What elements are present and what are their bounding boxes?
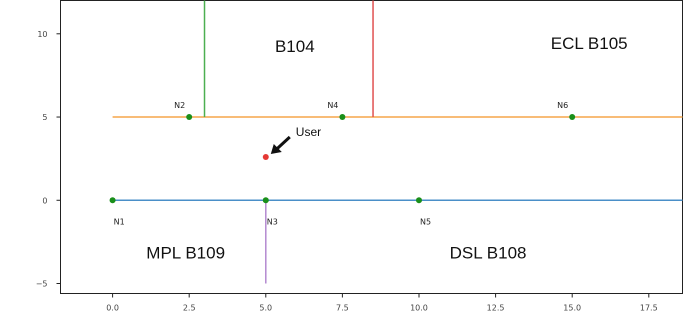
x-tick-label: 5.0: [259, 304, 272, 313]
x-tick-label: 0.0: [106, 304, 119, 313]
node-point-n4: [339, 114, 346, 121]
y-tick-label: −5: [36, 280, 48, 289]
room-label-mpl-b109: MPL B109: [146, 244, 225, 263]
room-label-dsl-b108: DSL B108: [450, 244, 527, 263]
room-label-b104: B104: [275, 37, 315, 56]
rooms-layer: B104 ECL B105 MPL B109 DSL B108: [146, 34, 627, 263]
x-tick-label: 17.5: [640, 304, 658, 313]
y-tick-label: 0: [42, 196, 47, 205]
node-label-n4: N4: [327, 101, 338, 110]
plot-area-frame: [60, 0, 683, 294]
user-layer: User: [262, 125, 321, 160]
node-label-n3: N3: [267, 217, 278, 226]
node-label-n6: N6: [557, 101, 568, 110]
node-label-n1: N1: [114, 217, 125, 226]
user-arrow-shaft: [275, 135, 291, 151]
x-tick-label: 15.0: [563, 304, 581, 313]
room-label-ecl-b105: ECL B105: [551, 34, 628, 53]
user-arrow-head: [270, 143, 282, 154]
x-tick-label: 12.5: [487, 304, 505, 313]
node-point-n6: [569, 114, 576, 121]
x-tick-label: 10.0: [410, 304, 428, 313]
node-label-n2: N2: [174, 101, 185, 110]
node-point-n5: [415, 197, 422, 204]
nodes-layer: N1 N2 N3 N4 N5 N6: [109, 101, 576, 226]
y-tick-label: 10: [37, 30, 47, 39]
y-tick-label: 5: [42, 113, 47, 122]
node-label-n5: N5: [420, 217, 431, 226]
user-point: [262, 153, 269, 160]
node-point-n2: [186, 114, 193, 121]
user-label: User: [296, 125, 321, 139]
x-tick-label: 2.5: [183, 304, 196, 313]
segments-layer: [112, 0, 683, 284]
ticks-layer: 0.0 2.5 5.0 7.5 10.0 12.5 15.0 17.5 10 5 0 −5: [36, 30, 658, 313]
x-tick-label: 7.5: [336, 304, 349, 313]
node-point-n1: [109, 197, 116, 204]
node-point-n3: [262, 197, 269, 204]
